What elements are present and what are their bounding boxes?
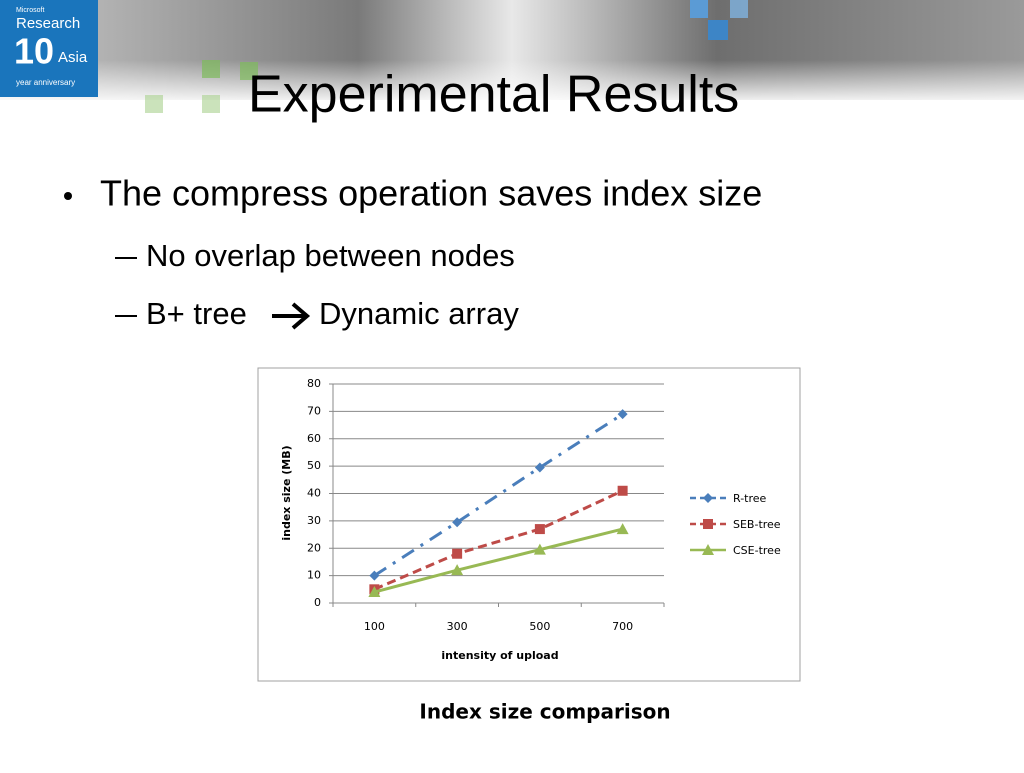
logo-tagline: year anniversary	[16, 78, 75, 87]
marker	[451, 564, 464, 576]
arrow-icon	[272, 302, 311, 330]
y-tick-label: 0	[314, 596, 321, 609]
y-tick-label: 60	[307, 432, 321, 445]
sub-bullet: B+ tree	[146, 296, 247, 331]
x-tick-label: 500	[529, 620, 550, 633]
x-tick-label: 300	[447, 620, 468, 633]
legend-label: R-tree	[733, 492, 767, 505]
marker	[368, 586, 381, 598]
marker	[369, 570, 380, 581]
series-line	[373, 527, 623, 594]
chart-frame	[257, 367, 801, 682]
marker	[703, 519, 713, 529]
logo-region: Asia	[58, 49, 88, 66]
legend-label: SEB-tree	[733, 518, 781, 531]
marker	[617, 485, 628, 496]
bullet-dot	[64, 192, 72, 200]
marker	[702, 544, 714, 555]
y-tick-label: 10	[307, 569, 321, 582]
sub-bullet: Dynamic array	[319, 296, 519, 331]
x-axis-label: intensity of upload	[441, 649, 558, 662]
y-axis-label: index size (MB)	[280, 445, 293, 540]
marker	[452, 517, 463, 528]
y-tick-label: 80	[307, 377, 321, 390]
caption: Index size comparison	[419, 700, 670, 724]
logo-name: Research	[16, 15, 80, 32]
legend-label: CSE-tree	[733, 544, 781, 557]
marker	[533, 543, 546, 555]
y-tick-label: 50	[307, 459, 321, 472]
marker	[534, 462, 545, 473]
logo-number: 10	[14, 31, 54, 72]
y-tick-label: 20	[307, 541, 321, 554]
slide-title: Experimental Results	[248, 66, 739, 124]
y-tick-label: 70	[307, 404, 321, 417]
y-tick-label: 30	[307, 514, 321, 527]
marker	[534, 524, 545, 535]
y-tick-label: 40	[307, 487, 321, 500]
sub-bullet: No overlap between nodes	[146, 238, 515, 273]
marker	[616, 523, 629, 535]
marker	[703, 493, 713, 503]
logo-brand: Microsoft	[16, 7, 44, 14]
marker	[452, 548, 463, 559]
x-tick-label: 700	[612, 620, 633, 633]
x-tick-label: 100	[364, 620, 385, 633]
marker	[617, 409, 628, 420]
bullet: The compress operation saves index size	[100, 173, 762, 214]
series-line	[373, 489, 624, 591]
header-banner: Microsoft Research 10 Asia year annivers…	[0, 0, 1024, 113]
